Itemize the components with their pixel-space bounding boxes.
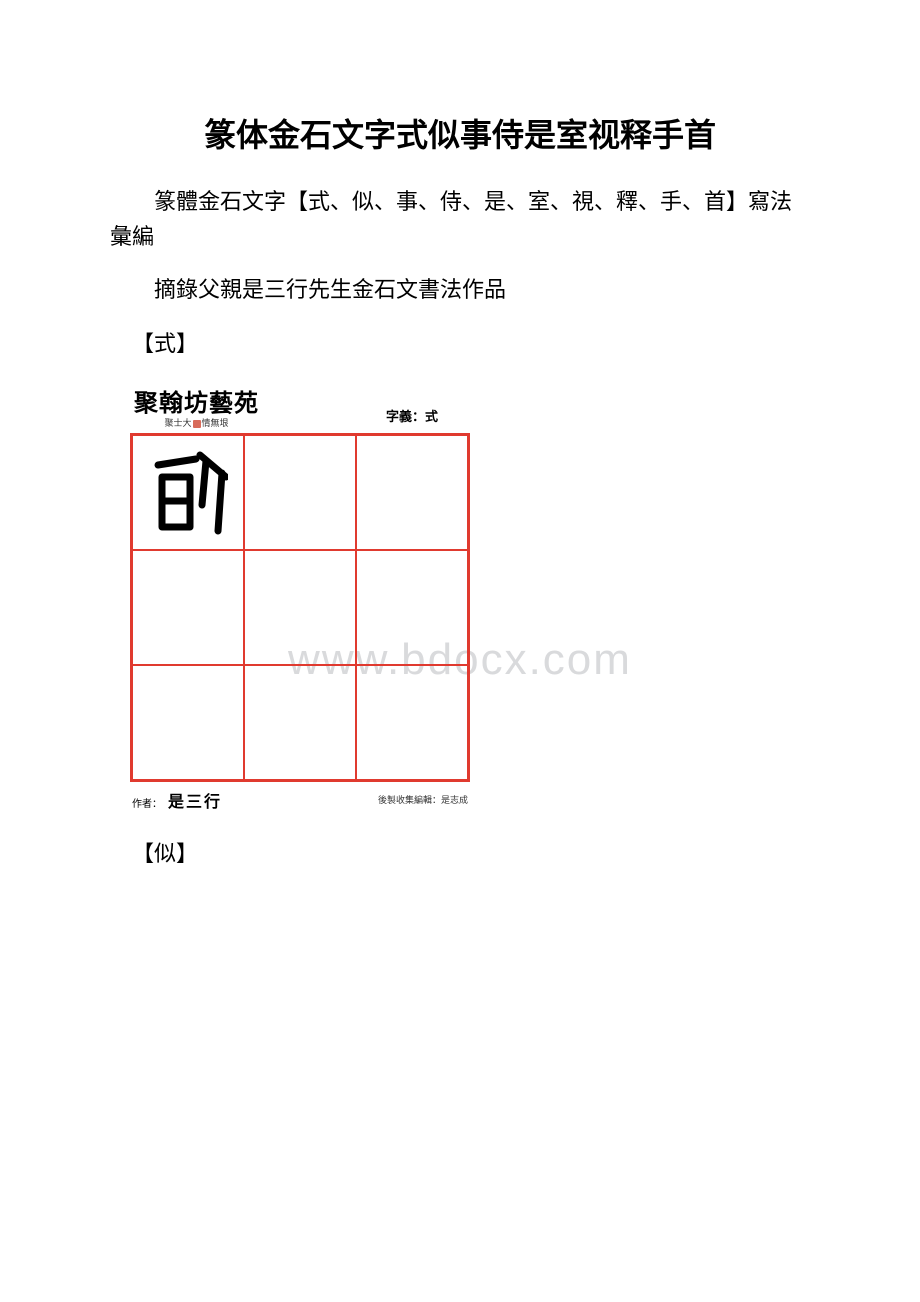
grid-cell (244, 550, 356, 665)
grid-cell (244, 665, 356, 780)
char-meaning-label: 字義：式 (386, 406, 438, 429)
paragraph-source: 摘錄父親是三行先生金石文書法作品 (110, 272, 810, 307)
editor-credit: 後製收集編輯：是志成 (378, 793, 468, 806)
grid-cell (132, 665, 244, 780)
seal-icon (193, 420, 201, 428)
brand-sub-right: 情無垠 (202, 418, 229, 428)
brand-block: 聚翰坊藝苑 聚士大 情無垠 (134, 392, 259, 429)
seal-glyph-shi (148, 447, 228, 537)
grid-cell (132, 435, 244, 550)
document-content: 篆体金石文字式似事侍是室视释手首 篆體金石文字【式、似、事、侍、是、室、視、釋、… (110, 110, 810, 871)
brand-title: 聚翰坊藝苑 (134, 392, 259, 416)
paragraph-subtitle: 篆體金石文字【式、似、事、侍、是、室、視、釋、手、首】寫法彙編 (110, 184, 810, 254)
ziyi-char: 式 (425, 409, 438, 424)
char-label-si: 【似】 (110, 836, 810, 871)
brand-sub-left: 聚士大 (164, 418, 191, 428)
author-block: 作者： 是三行 (132, 788, 222, 812)
char-label-shi: 【式】 (110, 326, 810, 361)
chart-header: 聚翰坊藝苑 聚士大 情無垠 字義：式 (130, 379, 470, 433)
practice-grid (130, 433, 470, 782)
grid-cell (356, 665, 468, 780)
chart-footer: 作者： 是三行 後製收集編輯：是志成 (130, 788, 470, 812)
grid-cell (356, 435, 468, 550)
page-title: 篆体金石文字式似事侍是室视释手首 (110, 110, 810, 156)
grid-cell (132, 550, 244, 665)
grid-cell (356, 550, 468, 665)
author-name: 是三行 (168, 794, 222, 811)
ziyi-prefix: 字義： (386, 409, 425, 424)
calligraphy-chart: 聚翰坊藝苑 聚士大 情無垠 字義：式 (130, 379, 470, 812)
brand-subtitle: 聚士大 情無垠 (164, 418, 228, 429)
author-prefix: 作者： (132, 799, 162, 810)
grid-cell (244, 435, 356, 550)
